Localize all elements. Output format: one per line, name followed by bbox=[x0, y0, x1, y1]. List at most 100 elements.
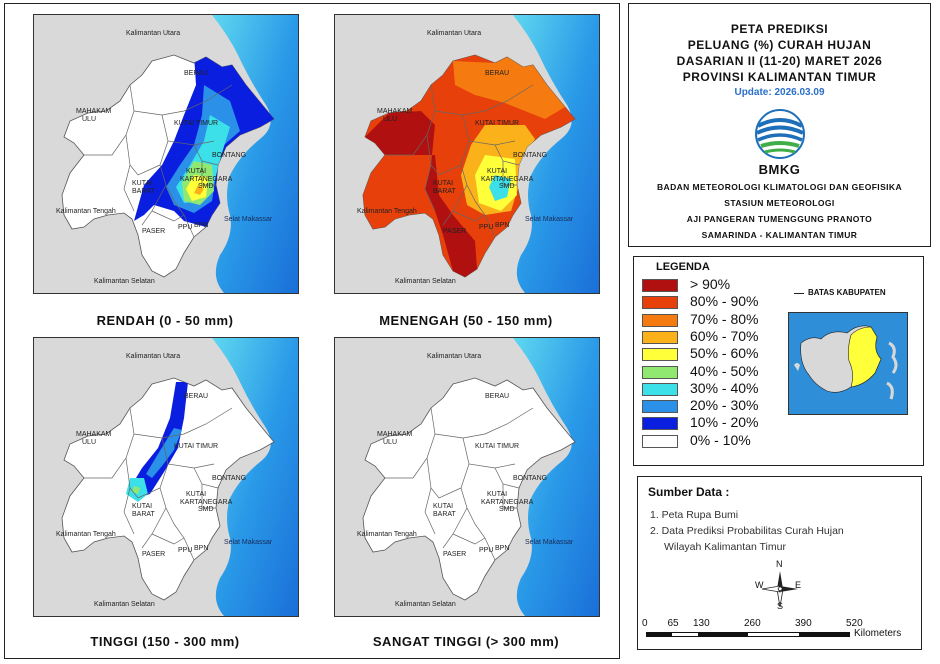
label-barat: BARAT bbox=[132, 188, 156, 195]
compass-n: N bbox=[776, 559, 783, 569]
update-date: Update: 2026.03.09 bbox=[734, 87, 825, 98]
label-mahakam-ulu: MAHAKAM bbox=[377, 108, 413, 115]
kabupaten-border bbox=[201, 161, 216, 186]
label-kutai-kartanegara: KUTAI bbox=[186, 491, 206, 498]
label-kutai-timur: KUTAI TIMUR bbox=[174, 443, 218, 450]
legend-label: 10% - 20% bbox=[690, 414, 759, 431]
kabupaten-border bbox=[502, 161, 517, 186]
label-mahakam-ulu: MAHAKAM bbox=[76, 108, 112, 115]
scale-tick-label: 65 bbox=[667, 618, 679, 629]
sea bbox=[513, 338, 599, 616]
label-kalimantan-tengah: Kalimantan Tengah bbox=[357, 208, 417, 215]
kabupaten-border bbox=[462, 437, 516, 469]
batas-kabupaten-label: BATAS KABUPATEN bbox=[808, 288, 886, 297]
legend-swatch bbox=[642, 417, 678, 431]
maps-panel bbox=[4, 3, 620, 659]
kabupaten-border bbox=[462, 114, 516, 146]
legend-swatch bbox=[642, 400, 678, 414]
source-item-2b: Wilayah Kalimantan Timur bbox=[664, 541, 786, 553]
scale-unit: Kilometers bbox=[854, 628, 902, 639]
kabupaten-border bbox=[460, 463, 476, 525]
org-line-4: SAMARINDA - KALIMANTAN TIMUR bbox=[701, 230, 858, 240]
kabupaten-border bbox=[424, 457, 436, 535]
legend-swatch bbox=[642, 296, 678, 310]
label-kutai-barat: KUTAI bbox=[132, 180, 152, 187]
kabupaten-border bbox=[151, 210, 185, 222]
label-kutai-kartanegara: KUTAI bbox=[186, 168, 206, 175]
batas-kabupaten-line bbox=[794, 293, 804, 294]
legend-label: 70% - 80% bbox=[690, 310, 759, 327]
label-kutai-timur: KUTAI TIMUR bbox=[174, 120, 218, 127]
org-line-3: AJI PANGERAN TUMENGGUNG PRANOTO bbox=[686, 214, 873, 224]
map-menengah: Kalimantan Utara BERAU MAHAKAM ULU KUTAI TIM… bbox=[334, 14, 600, 294]
legend-swatch bbox=[642, 330, 678, 344]
prob-40-50 bbox=[132, 486, 140, 494]
kabupaten-border bbox=[452, 210, 486, 222]
label-smd: SMD bbox=[198, 506, 214, 513]
label-ppu: PPU bbox=[479, 547, 493, 554]
label-kutai-timur: KUTAI TIMUR bbox=[475, 120, 519, 127]
kabupaten-border bbox=[151, 533, 185, 545]
label-berau: BERAU bbox=[184, 70, 208, 77]
label-kalimantan-utara: Kalimantan Utara bbox=[427, 353, 481, 360]
label-kartanegara: KARTANEGARA bbox=[180, 499, 233, 506]
label-kalimantan-utara: Kalimantan Utara bbox=[126, 30, 180, 37]
label-ppu: PPU bbox=[178, 547, 192, 554]
label-kalimantan-selatan: Kalimantan Selatan bbox=[94, 601, 155, 608]
kabupaten-border bbox=[434, 407, 534, 439]
scale-tick-label: 520 bbox=[846, 618, 863, 629]
kabupaten-border bbox=[161, 437, 215, 469]
source-panel: Sumber Data : 1. Peta Rupa Bumi 2. Data … bbox=[637, 476, 922, 650]
label-ulu: ULU bbox=[383, 439, 397, 446]
legend-label: 30% - 40% bbox=[690, 379, 759, 396]
sea bbox=[513, 15, 599, 293]
kabupaten-border bbox=[161, 114, 215, 146]
label-berau: BERAU bbox=[184, 393, 208, 400]
prob-60-70 bbox=[194, 185, 204, 195]
kabupaten-border bbox=[129, 487, 161, 499]
caption-menengah: MENENGAH (50 - 150 mm) bbox=[379, 313, 553, 328]
kabupaten-border bbox=[159, 463, 175, 525]
legend-label: 50% - 60% bbox=[690, 345, 759, 362]
label-bpn: BPN bbox=[194, 222, 208, 229]
label-smd: SMD bbox=[198, 183, 214, 190]
kabupaten-border bbox=[201, 484, 216, 509]
scale-tick-label: 0 bbox=[642, 618, 648, 629]
legend-label: 60% - 70% bbox=[690, 327, 759, 344]
label-kartanegara: KARTANEGARA bbox=[481, 499, 534, 506]
inset-map bbox=[788, 312, 908, 415]
label-kalimantan-utara: Kalimantan Utara bbox=[126, 353, 180, 360]
kabupaten-border bbox=[123, 457, 135, 535]
legend-swatch bbox=[642, 348, 678, 362]
kabupaten-border bbox=[434, 84, 534, 116]
label-barat: BARAT bbox=[433, 511, 457, 518]
title-line-3: DASARIAN II (11-20) MARET 2026 bbox=[676, 54, 883, 68]
legend-swatch bbox=[642, 279, 678, 292]
kabupaten-border bbox=[133, 407, 233, 439]
label-bpn: BPN bbox=[194, 545, 208, 552]
label-bpn: BPN bbox=[495, 545, 509, 552]
kabupaten-border bbox=[460, 140, 476, 202]
label-kalimantan-selatan: Kalimantan Selatan bbox=[395, 278, 456, 285]
label-ulu: ULU bbox=[82, 116, 96, 123]
label-kutai-barat: KUTAI bbox=[433, 180, 453, 187]
label-kalimantan-tengah: Kalimantan Tengah bbox=[56, 531, 116, 538]
label-smd: SMD bbox=[499, 183, 515, 190]
label-kalimantan-tengah: Kalimantan Tengah bbox=[357, 531, 417, 538]
title-line-1: PETA PREDIKSI bbox=[730, 22, 829, 36]
label-mahakam-ulu: MAHAKAM bbox=[76, 431, 112, 438]
sea bbox=[212, 15, 298, 293]
bmkg-logo-text: BMKG bbox=[758, 162, 801, 177]
map-rendah: Kalimantan Utara BERAU MAHAKAM ULU KUTAI TIM… bbox=[33, 14, 299, 294]
title-line-4: PROVINSI KALIMANTAN TIMUR bbox=[682, 70, 877, 84]
legend-swatch bbox=[642, 313, 678, 327]
label-kutai-timur: KUTAI TIMUR bbox=[475, 443, 519, 450]
prob-over-90 bbox=[365, 111, 477, 277]
province-area bbox=[362, 377, 576, 601]
label-barat: BARAT bbox=[433, 188, 457, 195]
label-bontang: BONTANG bbox=[212, 152, 246, 159]
label-ulu: ULU bbox=[82, 439, 96, 446]
legend-title: LEGENDA bbox=[656, 261, 710, 273]
